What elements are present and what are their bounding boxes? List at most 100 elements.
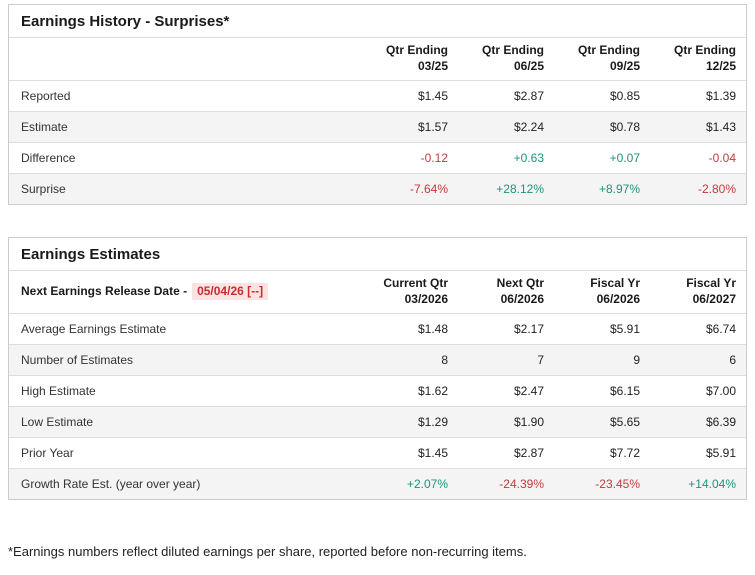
column-header-line1: Qtr Ending bbox=[578, 43, 640, 57]
value-text: $1.90 bbox=[513, 415, 544, 430]
column-header-line2: 03/25 bbox=[417, 58, 448, 73]
earnings-footnote: *Earnings numbers reflect diluted earnin… bbox=[8, 544, 527, 560]
column-header-qtr-0325: Qtr Ending 03/25 bbox=[362, 38, 458, 82]
cell-value: 7 bbox=[458, 344, 554, 377]
cell-value: $2.24 bbox=[458, 111, 554, 144]
cell-value: $1.57 bbox=[362, 111, 458, 144]
cell-value: $6.15 bbox=[554, 375, 650, 408]
column-header-line1: Fiscal Yr bbox=[590, 276, 640, 291]
cell-value: $6.39 bbox=[650, 406, 746, 439]
earnings-estimates-table: Next Earnings Release Date - 05/04/26 [--… bbox=[9, 271, 746, 500]
column-header-line2: 12/25 bbox=[705, 58, 736, 73]
cell-value: +14.04% bbox=[650, 469, 746, 500]
cell-value: +0.07 bbox=[554, 142, 650, 175]
cell-value: +2.07% bbox=[362, 469, 458, 500]
cell-value: 8 bbox=[362, 344, 458, 377]
value-text: +8.97% bbox=[598, 182, 640, 197]
earnings-history-title: Earnings History - Surprises* bbox=[9, 5, 746, 38]
row-label: Difference bbox=[9, 142, 362, 175]
cell-value: $5.91 bbox=[650, 437, 746, 470]
row-label: Prior Year bbox=[9, 437, 362, 470]
cell-value: $5.65 bbox=[554, 406, 650, 439]
empty-header-cell bbox=[9, 38, 362, 82]
value-text: $1.48 bbox=[417, 322, 448, 337]
column-header-line1: Next Qtr bbox=[496, 276, 544, 291]
value-text: $0.85 bbox=[609, 89, 640, 104]
row-label: Surprise bbox=[21, 182, 66, 197]
row-label: Number of Estimates bbox=[9, 344, 362, 377]
cell-value: -0.12 bbox=[362, 142, 458, 175]
value-text: 6 bbox=[729, 353, 736, 368]
value-text: $1.57 bbox=[417, 120, 448, 135]
cell-value: $2.87 bbox=[458, 80, 554, 113]
cell-value: $1.29 bbox=[362, 406, 458, 439]
cell-value: $1.45 bbox=[362, 80, 458, 113]
cell-value: $2.87 bbox=[458, 437, 554, 470]
earnings-history-table: Qtr Ending 03/25 Qtr Ending 06/25 Qtr En… bbox=[9, 38, 746, 205]
cell-value: $1.48 bbox=[362, 313, 458, 346]
value-text: +14.04% bbox=[688, 477, 736, 492]
value-text: $2.47 bbox=[513, 384, 544, 399]
value-text: $1.45 bbox=[417, 446, 448, 461]
cell-value: $7.72 bbox=[554, 437, 650, 470]
column-header-line2: 06/2026 bbox=[596, 291, 640, 306]
column-header-line1: Qtr Ending bbox=[482, 43, 544, 57]
value-text: $7.72 bbox=[609, 446, 640, 461]
cell-value: -7.64% bbox=[362, 174, 458, 205]
value-text: $1.62 bbox=[417, 384, 448, 399]
value-text: -0.04 bbox=[708, 151, 736, 166]
value-text: $5.91 bbox=[609, 322, 640, 337]
earnings-history-header-row: Qtr Ending 03/25 Qtr Ending 06/25 Qtr En… bbox=[9, 38, 746, 82]
row-label: High Estimate bbox=[9, 375, 362, 408]
row-label: Low Estimate bbox=[9, 406, 362, 439]
row-label: Average Earnings Estimate bbox=[9, 313, 362, 346]
value-text: $1.29 bbox=[417, 415, 448, 430]
value-text: +0.63 bbox=[513, 151, 544, 166]
value-text: -24.39% bbox=[499, 477, 544, 492]
value-text: $1.39 bbox=[705, 89, 736, 104]
value-text: $6.39 bbox=[705, 415, 736, 430]
cell-value: +8.97% bbox=[554, 174, 650, 205]
cell-value: -23.45% bbox=[554, 469, 650, 500]
value-text: $2.87 bbox=[513, 89, 544, 104]
value-text: $2.17 bbox=[513, 322, 544, 337]
column-header-line1: Current Qtr bbox=[383, 276, 448, 291]
cell-value: $2.17 bbox=[458, 313, 554, 346]
column-header-line2: 09/25 bbox=[609, 58, 640, 73]
cell-value: +0.63 bbox=[458, 142, 554, 175]
column-header-next-qtr: Next Qtr 06/2026 bbox=[458, 271, 554, 315]
cell-value: -24.39% bbox=[458, 469, 554, 500]
table-row-prior-year: Prior Year $1.45 $2.87 $7.72 $5.91 bbox=[9, 437, 746, 470]
table-row-difference: Difference -0.12 +0.63 +0.07 -0.04 bbox=[9, 142, 746, 175]
cell-value: $7.00 bbox=[650, 375, 746, 408]
earnings-estimates-card: Earnings Estimates Next Earnings Release… bbox=[8, 237, 747, 501]
value-text: 8 bbox=[441, 353, 448, 368]
cell-value: $6.74 bbox=[650, 313, 746, 346]
column-header-line1: Qtr Ending bbox=[674, 43, 736, 57]
cell-value: $1.62 bbox=[362, 375, 458, 408]
column-header-fiscal-yr-2026: Fiscal Yr 06/2026 bbox=[554, 271, 650, 315]
cell-value: $1.39 bbox=[650, 80, 746, 113]
value-text: $6.74 bbox=[705, 322, 736, 337]
column-header-line1: Qtr Ending bbox=[386, 43, 448, 57]
table-row-surprise: Surprise -7.64% +28.12% +8.97% -2.80% bbox=[9, 173, 746, 205]
earnings-history-card: Earnings History - Surprises* Qtr Ending… bbox=[8, 4, 747, 206]
column-header-line2: 06/25 bbox=[513, 58, 544, 73]
table-row-high-estimate: High Estimate $1.62 $2.47 $6.15 $7.00 bbox=[9, 375, 746, 408]
cell-value: $0.85 bbox=[554, 80, 650, 113]
earnings-estimates-title: Earnings Estimates bbox=[9, 238, 746, 272]
cell-value: +28.12% bbox=[458, 174, 554, 205]
cell-value: $1.90 bbox=[458, 406, 554, 439]
release-date-value[interactable]: 05/04/26 [--] bbox=[192, 282, 269, 300]
value-text: +2.07% bbox=[406, 477, 448, 492]
value-text: +0.07 bbox=[609, 151, 640, 166]
cell-value: $1.45 bbox=[362, 437, 458, 470]
column-header-line2: 03/2026 bbox=[404, 291, 448, 306]
column-header-fiscal-yr-2027: Fiscal Yr 06/2027 bbox=[650, 271, 746, 315]
earnings-estimates-header-row: Next Earnings Release Date - 05/04/26 [--… bbox=[9, 271, 746, 315]
column-header-line2: 06/2027 bbox=[692, 291, 736, 306]
release-date-label: Next Earnings Release Date - bbox=[21, 283, 188, 298]
value-text: $1.43 bbox=[705, 120, 736, 135]
cell-value: $1.43 bbox=[650, 111, 746, 144]
